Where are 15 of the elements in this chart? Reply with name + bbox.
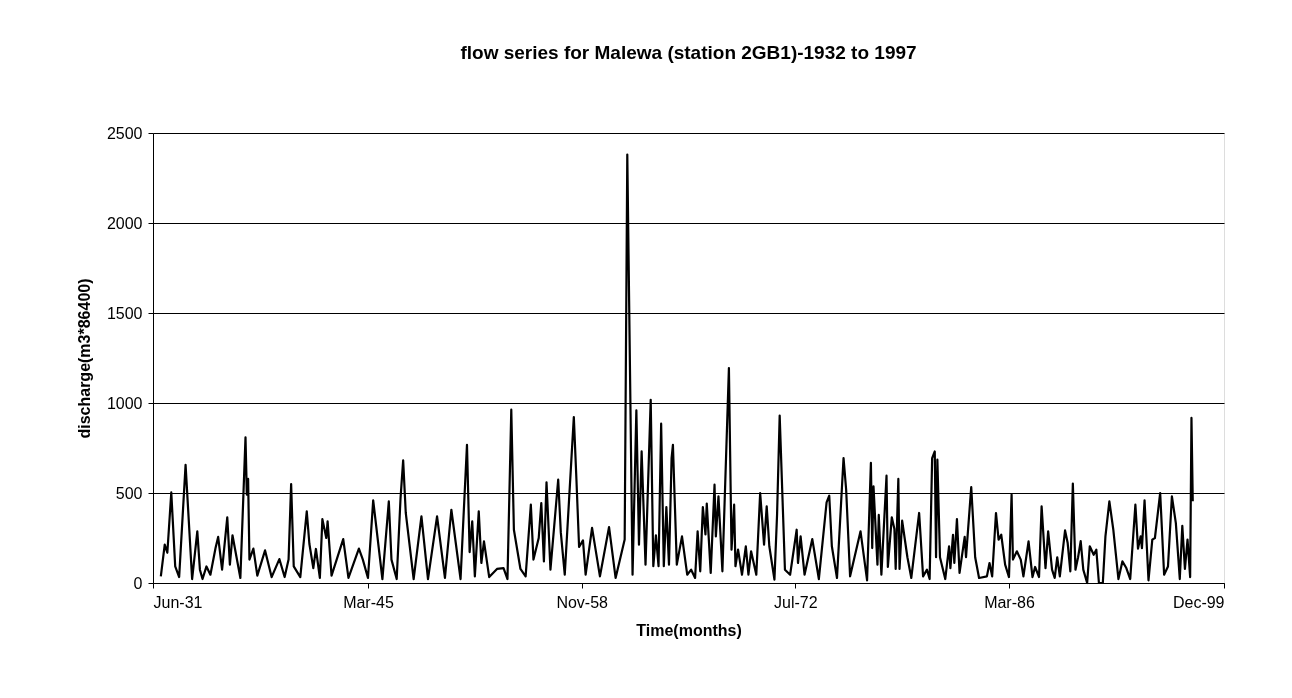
y-tick-label: 1500 (106, 304, 143, 322)
y-axis-title: discharge(m3*86400) (75, 278, 93, 439)
x-tick-label: Nov-58 (556, 593, 609, 611)
x-tick-label: Dec-99 (1172, 593, 1225, 611)
x-axis-title: Time(months) (636, 621, 742, 639)
x-tick-label: Jul-72 (774, 593, 818, 611)
x-tick-label: Jun-31 (153, 593, 203, 611)
y-tick-label: 1000 (106, 394, 143, 412)
y-tick-label: 0 (133, 574, 143, 592)
y-tick-label: 2000 (106, 214, 143, 232)
y-tick-label: 2500 (106, 124, 143, 142)
chart-title: flow series for Malewa (station 2GB1)-1932 to 1997 (460, 42, 917, 63)
y-tick-label: 500 (115, 484, 143, 502)
x-tick-label: Mar-86 (984, 593, 1035, 611)
x-tick-label: Mar-45 (343, 593, 394, 611)
